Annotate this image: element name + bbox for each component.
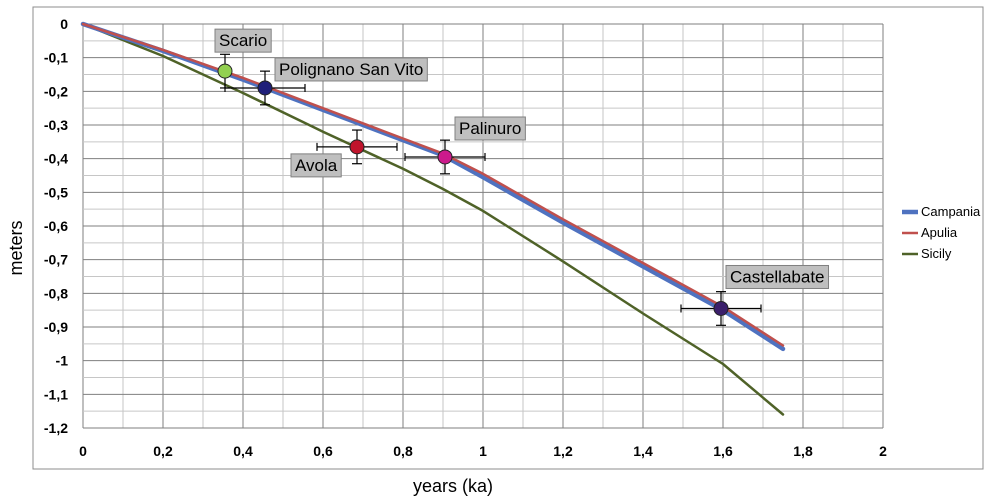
y-tick-label: -0,3 xyxy=(44,117,68,133)
site-label-text: Palinuro xyxy=(459,119,521,138)
legend-label: Sicily xyxy=(921,246,952,261)
y-tick-label: -0,1 xyxy=(44,50,68,66)
x-tick-label: 1,2 xyxy=(553,443,573,459)
x-tick-label: 0,6 xyxy=(313,443,333,459)
data-point xyxy=(349,139,365,155)
y-tick-label: -1,1 xyxy=(44,386,68,402)
site-label-box xyxy=(290,153,342,178)
y-tick-label: -1 xyxy=(56,353,69,369)
x-tick-label: 1 xyxy=(479,443,487,459)
site-castellabate xyxy=(680,291,762,326)
site-label-text: Castellabate xyxy=(730,267,825,286)
y-tick-label: -0,2 xyxy=(44,83,68,99)
site-label-box xyxy=(214,28,272,53)
site-avola xyxy=(316,129,398,165)
x-tick-label: 2 xyxy=(879,443,887,459)
legend-label: Campania xyxy=(921,204,981,219)
legend-label: Apulia xyxy=(921,225,958,240)
site-label: Castellabate xyxy=(725,264,830,289)
site-label: Palinuro xyxy=(454,116,526,141)
site-label-box xyxy=(454,116,526,141)
y-tick-label: 0 xyxy=(60,16,68,32)
site-palinuro xyxy=(404,139,486,175)
site-label-box xyxy=(725,264,830,289)
y-tick-label: -0,8 xyxy=(44,285,68,301)
site-polignano-san-vito xyxy=(224,70,306,106)
y-tick-label: -0,9 xyxy=(44,319,68,335)
data-point xyxy=(713,300,729,316)
site-label-box xyxy=(274,57,428,82)
y-tick-label: -0,4 xyxy=(44,151,68,167)
site-label: Scario xyxy=(214,28,272,53)
y-tick-label: -1,2 xyxy=(44,420,68,436)
x-tick-label: 1,8 xyxy=(793,443,813,459)
y-axis-title: meters xyxy=(6,220,26,275)
x-tick-label: 0 xyxy=(79,443,87,459)
data-point xyxy=(437,149,453,165)
y-tick-label: -0,5 xyxy=(44,184,68,200)
x-tick-label: 0,8 xyxy=(393,443,413,459)
axis-ticks: 0 0,2 0,4 0,6 0,8 1 1,2 1,4 1,6 1,8 2 0 -0,1 -0,2 -0,3… xyxy=(44,16,887,459)
series-line-sicily xyxy=(81,22,785,416)
data-point xyxy=(217,63,233,79)
site-label: Polignano San Vito xyxy=(274,57,428,82)
grid xyxy=(82,23,884,429)
data-point xyxy=(257,80,273,96)
y-tick-label: -0,7 xyxy=(44,252,68,268)
x-tick-label: 1,4 xyxy=(633,443,653,459)
site-label-text: Scario xyxy=(219,31,267,50)
x-tick-label: 0,4 xyxy=(233,443,253,459)
site-scario xyxy=(217,53,233,89)
x-tick-label: 1,6 xyxy=(713,443,733,459)
x-axis-title: years (ka) xyxy=(413,476,493,496)
site-label-text: Polignano San Vito xyxy=(279,60,423,79)
site-label-text: Avola xyxy=(295,156,338,175)
legend: Campania Apulia Sicily xyxy=(902,204,981,261)
chart-frame xyxy=(32,6,984,470)
site-markers: Scario Polignano San Vito Avola Palinuro Cas… xyxy=(214,28,830,326)
site-label: Avola xyxy=(290,153,342,178)
y-tick-label: -0,6 xyxy=(44,218,68,234)
x-tick-label: 0,2 xyxy=(153,443,173,459)
